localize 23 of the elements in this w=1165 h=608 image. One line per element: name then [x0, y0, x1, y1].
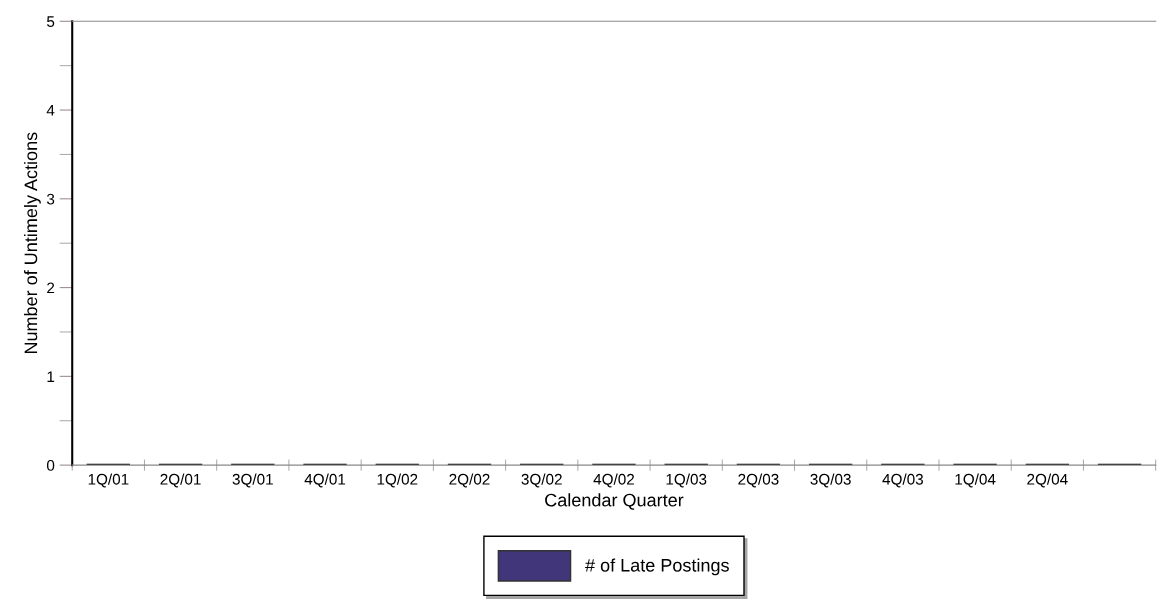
- y-tick-label: 2: [47, 282, 55, 294]
- x-tick-label: 2Q/01: [160, 473, 201, 488]
- x-tick-label: 3Q/03: [810, 473, 851, 488]
- x-tick-label: 2Q/02: [449, 473, 490, 488]
- y-tick-label: 1: [47, 371, 55, 382]
- y-axis-title: Number of Untimely Actions: [23, 132, 41, 354]
- x-tick-label: 1Q/03: [666, 473, 707, 488]
- x-tick-label: 4Q/03: [882, 473, 924, 488]
- x-tick-label: 3Q/01: [232, 473, 273, 488]
- y-tick-label: 5: [46, 16, 55, 27]
- x-tick-label: 3Q/02: [521, 473, 562, 488]
- x-tick-label: 2Q/04: [1027, 473, 1068, 488]
- y-tick-label: 0: [46, 459, 55, 471]
- x-tick-label: 2Q/03: [738, 473, 779, 488]
- x-tick-label: 1Q/01: [88, 473, 129, 488]
- x-tick-label: 4Q/02: [593, 473, 634, 488]
- x-tick-label: 1Q/04: [955, 473, 996, 488]
- y-tick-label: 3: [46, 193, 55, 205]
- legend-label: # of Late Postings: [585, 558, 729, 576]
- x-tick-label: 4Q/01: [304, 473, 346, 488]
- y-tick-label: 4: [46, 105, 55, 116]
- x-axis-title: Calendar Quarter: [545, 493, 684, 510]
- x-tick-label: 1Q/02: [377, 473, 418, 488]
